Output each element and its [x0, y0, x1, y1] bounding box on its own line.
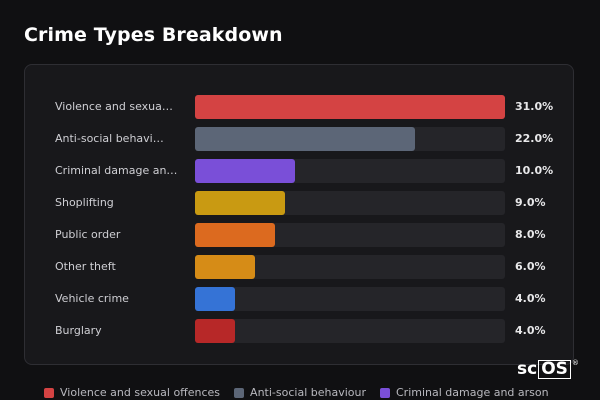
- category-label: Violence and sexua…: [55, 100, 173, 113]
- bar: [195, 127, 415, 151]
- bar: [195, 191, 285, 215]
- value-label: 22.0%: [515, 132, 554, 145]
- category-label: Vehicle crime: [55, 292, 129, 305]
- logo-text-os: OS: [538, 359, 571, 379]
- legend-swatch: [44, 387, 54, 398]
- value-label: 4.0%: [515, 324, 546, 337]
- bar-track: [195, 319, 505, 343]
- bar: [195, 319, 235, 343]
- bar: [195, 95, 505, 119]
- legend-item: Criminal damage and arson: [380, 386, 549, 399]
- bar: [195, 255, 255, 279]
- logo-text-sc: sc: [517, 359, 538, 379]
- category-label: Shoplifting: [55, 196, 114, 209]
- value-label: 10.0%: [515, 164, 554, 177]
- value-label: 8.0%: [515, 228, 546, 241]
- category-label: Criminal damage an…: [55, 164, 178, 177]
- category-label: Other theft: [55, 260, 116, 273]
- chart-title: Crime Types Breakdown: [24, 24, 283, 46]
- bar-track: [195, 287, 505, 311]
- bar: [195, 223, 275, 247]
- category-label: Burglary: [55, 324, 102, 337]
- value-label: 31.0%: [515, 100, 554, 113]
- scos-logo: sc OS ®: [517, 359, 579, 379]
- chart-legend: Violence and sexual offences Anti-social …: [44, 386, 549, 399]
- category-label: Anti-social behavi…: [55, 132, 164, 145]
- bar: [195, 287, 235, 311]
- value-label: 4.0%: [515, 292, 546, 305]
- legend-item: Anti-social behaviour: [234, 386, 366, 399]
- legend-item: Violence and sexual offences: [44, 386, 220, 399]
- bar: [195, 159, 295, 183]
- legend-swatch: [380, 387, 390, 398]
- value-label: 9.0%: [515, 196, 546, 209]
- category-label: Public order: [55, 228, 121, 241]
- legend-label: Anti-social behaviour: [250, 386, 366, 399]
- value-label: 6.0%: [515, 260, 546, 273]
- legend-label: Violence and sexual offences: [60, 386, 221, 399]
- legend-swatch: [234, 387, 245, 398]
- legend-label: Criminal damage and arson: [396, 386, 549, 399]
- logo-registered-mark: ®: [571, 359, 579, 367]
